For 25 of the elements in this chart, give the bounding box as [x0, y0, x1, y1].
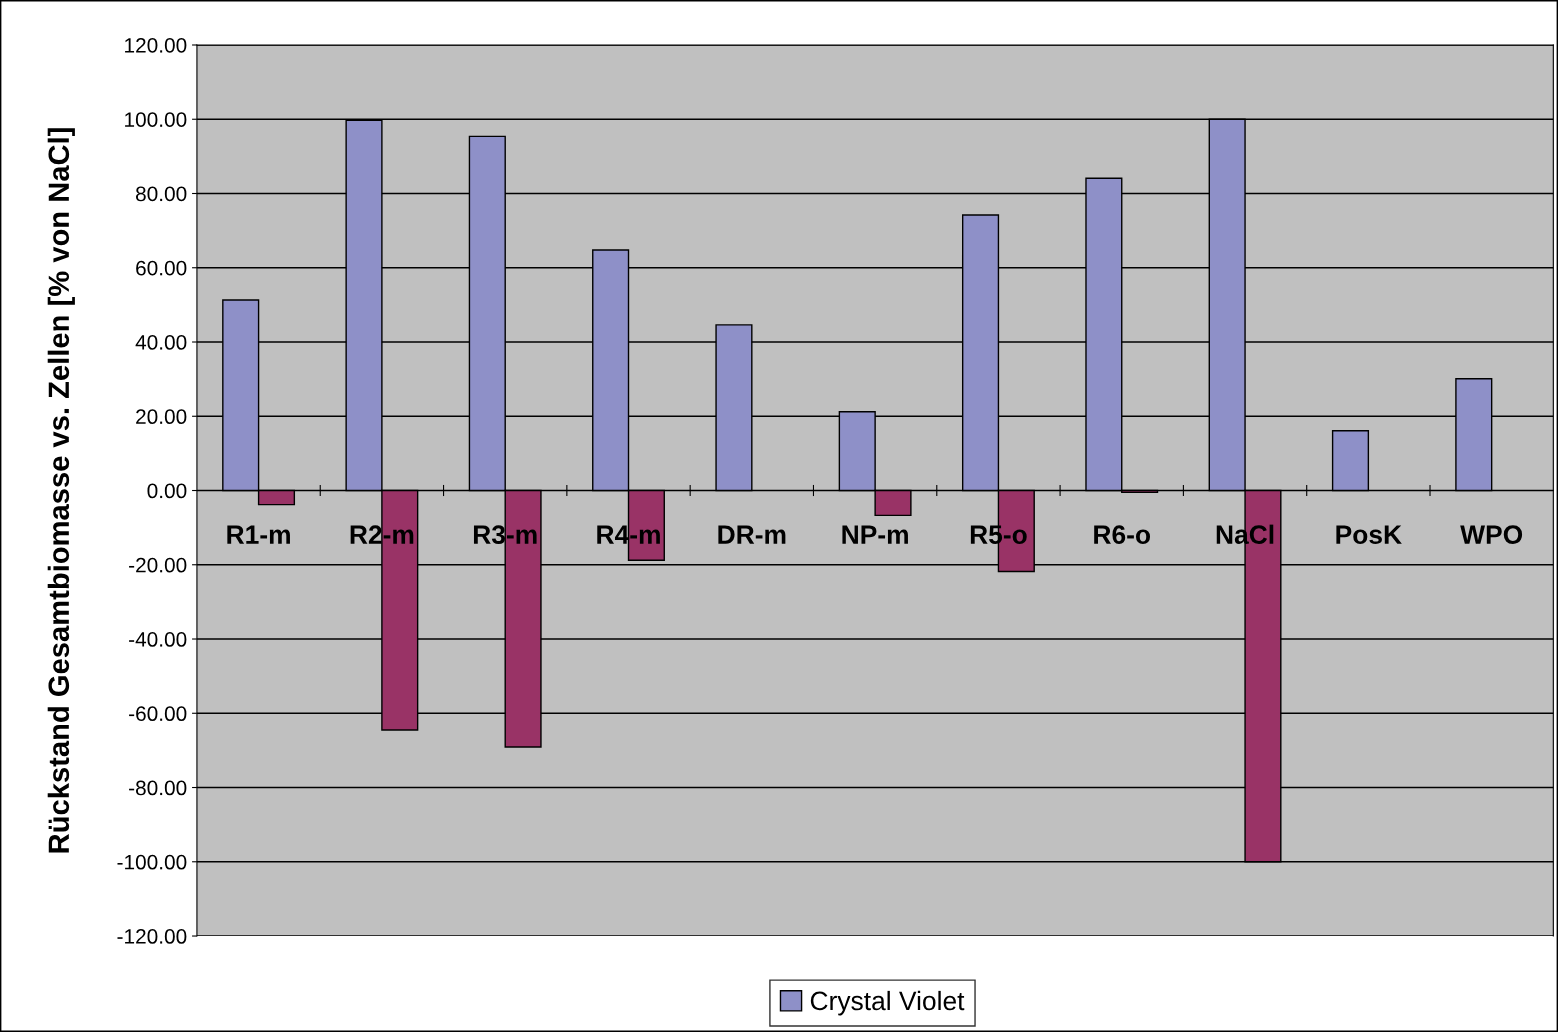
- y-tick-label: 60.00: [136, 260, 187, 276]
- y-tick-label: -100.00: [117, 854, 187, 870]
- y-tick-label: -40.00: [129, 632, 187, 647]
- y-tick-label: 120.00: [125, 38, 187, 53]
- x-tick-label: R4-m: [597, 525, 660, 544]
- y-tick-label: 0.00: [147, 483, 187, 499]
- x-tick-label: PosK: [1336, 525, 1402, 544]
- x-tick-label: NP-m: [842, 525, 908, 544]
- legend-label: Crystal Violet: [810, 990, 965, 1016]
- y-tick-label: -60.00: [129, 706, 187, 722]
- x-tick-label: R6-o: [1094, 525, 1151, 544]
- x-tick-label: R5-o: [970, 525, 1027, 544]
- x-tick-label: R1-m: [227, 525, 290, 544]
- y-tick-label: 80.00: [135, 186, 187, 202]
- x-tick-label: DR-m: [718, 525, 786, 544]
- y-tick-label: 40.00: [135, 335, 187, 350]
- y-axis-title: Rückstand Gesamtbiomasse vs. Zellen [% von NaCl]: [47, 128, 75, 853]
- y-tick-label: 100.00: [125, 112, 187, 127]
- y-tick-label: -120.00: [117, 929, 187, 944]
- x-tick-label: R2-m: [350, 525, 414, 544]
- x-tick-label: NaCl: [1216, 524, 1274, 544]
- y-tick-label: -20.00: [129, 557, 187, 573]
- y-tick-label: -80.00: [129, 780, 187, 796]
- y-tick-label: 20.00: [136, 409, 187, 425]
- x-tick-label: WPO: [1460, 525, 1523, 544]
